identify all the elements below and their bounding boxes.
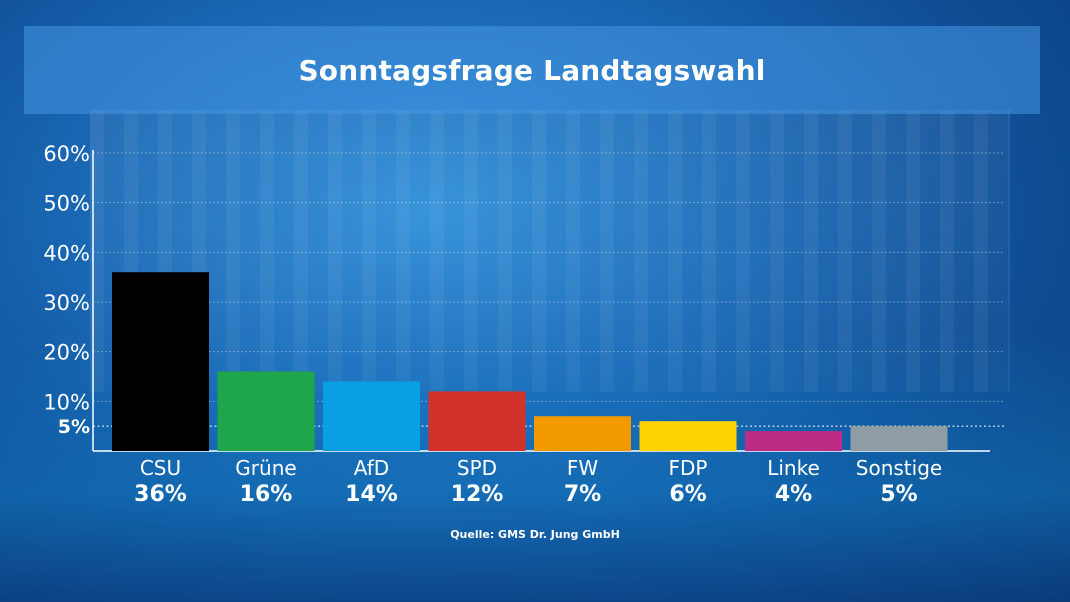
value-label: 12%	[451, 482, 504, 507]
value-label: 16%	[240, 482, 293, 507]
y-tick-label: 30%	[43, 291, 90, 315]
category-label: FDP	[669, 456, 708, 480]
bar-gr-ne	[217, 371, 315, 451]
bar-linke	[745, 431, 842, 451]
y-tick-label: 50%	[43, 192, 90, 216]
background-building	[90, 110, 1010, 392]
source-note: Quelle: GMS Dr. Jung GmbH	[450, 528, 620, 541]
category-label: Sonstige	[856, 456, 942, 480]
category-label: Linke	[767, 456, 820, 480]
bar-fdp	[639, 421, 737, 451]
category-label: SPD	[457, 456, 497, 480]
chart-title: Sonntagsfrage Landtagswahl	[298, 53, 766, 87]
value-label: 7%	[564, 482, 601, 507]
threshold-label: 5%	[58, 416, 90, 438]
bar-csu	[112, 272, 209, 451]
category-label: Grüne	[235, 456, 296, 480]
value-label: 5%	[880, 482, 917, 507]
category-label: AfD	[354, 456, 389, 480]
value-label: 6%	[669, 482, 706, 507]
bar-afd	[323, 381, 420, 451]
category-label: FW	[567, 456, 599, 480]
bar-sonstige	[850, 426, 948, 451]
title-banner: Sonntagsfrage Landtagswahl	[24, 26, 1040, 114]
bar-spd	[428, 391, 526, 451]
value-label: 4%	[775, 482, 812, 507]
y-tick-label: 40%	[43, 241, 90, 265]
y-tick-label: 60%	[43, 142, 90, 166]
y-tick-label: 20%	[43, 341, 90, 365]
value-label: 36%	[134, 482, 187, 507]
category-label: CSU	[140, 456, 181, 480]
value-label: 14%	[345, 482, 398, 507]
bar-fw	[534, 416, 631, 451]
y-tick-label: 10%	[43, 390, 90, 414]
